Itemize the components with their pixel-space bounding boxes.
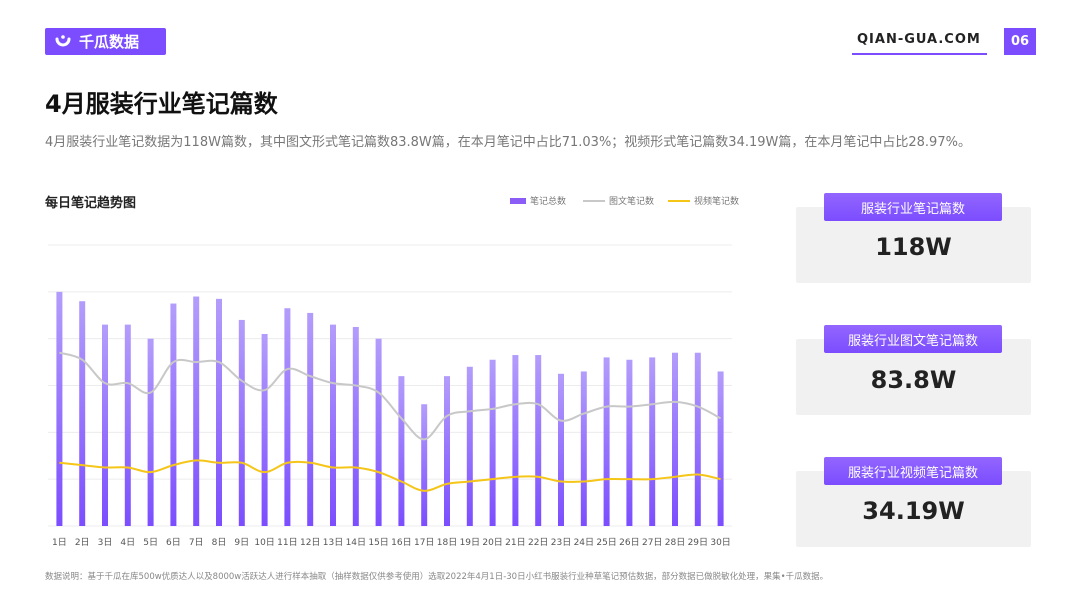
bar-total-27 (649, 357, 656, 526)
x-tick-label: 11日 (277, 537, 297, 548)
bar-total-5 (147, 338, 154, 526)
line-video-notes (59, 459, 721, 492)
x-tick-label: 8日 (212, 537, 227, 548)
x-tick-label: 9日 (234, 537, 249, 548)
legend-swatch-image (583, 199, 605, 202)
bar-total-16 (398, 376, 405, 526)
bar-total-25 (603, 357, 610, 526)
x-tick-label: 6日 (166, 537, 181, 548)
bar-total-14 (352, 326, 359, 526)
chart-title: 每日笔记趋势图 (45, 196, 137, 211)
brand-logo: 千瓜数据 (45, 28, 166, 55)
bar-total-30 (717, 371, 724, 526)
logo-mark-icon (55, 34, 71, 46)
bar-total-28 (672, 352, 678, 526)
bar-total-19 (466, 366, 473, 526)
x-tick-label: 19日 (460, 537, 480, 548)
x-tick-label: 16日 (391, 537, 411, 548)
bar-total-23 (558, 373, 564, 526)
x-tick-label: 28日 (665, 537, 685, 548)
bar-total-15 (375, 338, 382, 526)
x-tick-label: 14日 (346, 537, 366, 548)
bar-total-9 (238, 319, 245, 526)
x-tick-label: 25日 (596, 537, 616, 548)
site-underline (852, 53, 987, 55)
card-total-label: 服装行业笔记篇数 (824, 193, 1002, 221)
bar-total-12 (307, 312, 314, 526)
x-tick-label: 23日 (551, 537, 571, 548)
x-tick-label: 26日 (619, 537, 639, 548)
bar-total-7 (193, 296, 200, 526)
x-tick-label: 30日 (710, 537, 730, 548)
bar-total-6 (170, 303, 177, 526)
x-tick-label: 12日 (300, 537, 320, 548)
bar-total-17 (421, 404, 428, 526)
bar-total-1 (56, 291, 63, 526)
line-image-notes (59, 351, 722, 441)
x-tick-label: 7日 (189, 537, 204, 548)
bar-total-3 (102, 324, 108, 526)
legend-swatch-video (668, 199, 690, 202)
x-tick-label: 5日 (143, 537, 158, 548)
legend-label-video: 视频笔记数 (694, 197, 740, 207)
x-tick-label: 3日 (98, 537, 113, 548)
bar-total-11 (284, 308, 291, 526)
x-tick-label: 22日 (528, 537, 548, 548)
bar-total-13 (330, 324, 336, 526)
card-video-label: 服装行业视频笔记篇数 (824, 457, 1002, 485)
x-tick-label: 15日 (368, 537, 388, 548)
x-tick-label: 10日 (254, 537, 274, 548)
x-tick-label: 27日 (642, 537, 662, 548)
x-tick-label: 20日 (482, 537, 502, 548)
logo-text: 千瓜数据 (79, 33, 140, 51)
summary-text: 4月服装行业笔记数据为118W篇数，其中图文形式笔记篇数83.8W篇，在本月笔记… (45, 135, 971, 150)
bar-total-22 (535, 355, 542, 526)
bar-total-4 (124, 324, 131, 526)
x-tick-label: 13日 (323, 537, 343, 548)
bar-total-8 (216, 298, 222, 526)
bar-total-10 (261, 333, 268, 526)
bar-total-2 (79, 301, 86, 526)
x-tick-label: 18日 (437, 537, 457, 548)
bar-total-18 (444, 376, 450, 526)
x-tick-label: 29日 (688, 537, 708, 548)
page-number: 06 (1004, 28, 1036, 55)
page-title: 4月服装行业笔记篇数 (45, 90, 278, 118)
x-tick-label: 2日 (75, 537, 90, 548)
card-video-value: 34.19W (862, 497, 965, 525)
card-image-label: 服装行业图文笔记篇数 (824, 325, 1002, 353)
legend-item-video: 视频笔记数 (668, 194, 739, 207)
x-tick-label: 21日 (505, 537, 525, 548)
bar-total-26 (626, 359, 633, 526)
x-tick-label: 17日 (414, 537, 434, 548)
x-tick-label: 1日 (52, 537, 67, 548)
legend-label-total: 笔记总数 (530, 197, 567, 207)
site-url: QIAN-GUA.COM (857, 32, 981, 47)
card-total-value: 118W (875, 233, 952, 261)
bar-total-24 (580, 371, 587, 526)
x-tick-label: 4日 (120, 537, 135, 548)
legend-item-total: 笔记总数 (510, 194, 566, 207)
bar-total-21 (512, 355, 519, 526)
legend-item-image: 图文笔记数 (583, 194, 654, 207)
card-image-value: 83.8W (870, 366, 957, 394)
legend-label-image: 图文笔记数 (609, 197, 655, 207)
legend-swatch-total (510, 197, 526, 204)
data-footnote: 数据说明：基于千瓜在库500w优质达人以及8000w活跃达人进行样本抽取（抽样数… (45, 572, 829, 582)
bar-total-29 (694, 352, 701, 526)
bar-total-20 (489, 359, 496, 526)
x-tick-label: 24日 (574, 537, 594, 548)
daily-notes-chart: 1日 2日 3日 4日 5日 6日 7日 8日 9日 10日 11日 12日 13日 14日 15日 16日 1… (48, 244, 732, 548)
